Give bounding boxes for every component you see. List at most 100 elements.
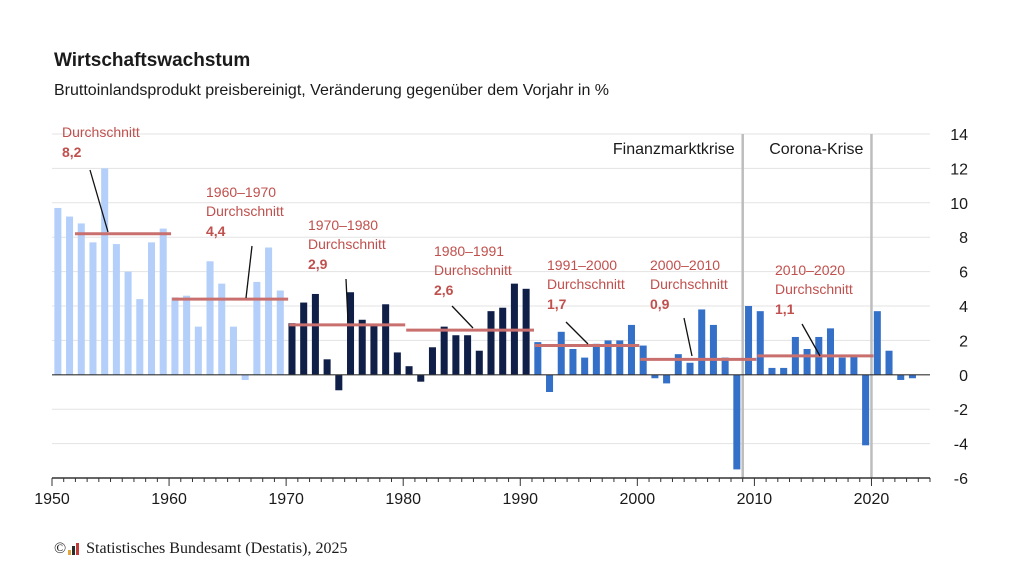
bar-2018 — [838, 357, 846, 375]
bar-2015 — [803, 349, 811, 375]
average-value-label: 4,4 — [206, 223, 226, 239]
bar-1989 — [499, 307, 507, 375]
bar-1976 — [347, 292, 355, 375]
bar-1959 — [147, 242, 156, 375]
x-tick-label: 2000 — [620, 491, 656, 508]
bar-2023 — [897, 374, 905, 380]
bar-1970 — [276, 290, 284, 375]
y-tick-label: 6 — [959, 265, 968, 282]
x-tick-label: 2020 — [854, 491, 890, 508]
bar-1951 — [54, 207, 62, 375]
bar-2019 — [850, 355, 858, 375]
bar-1999 — [616, 340, 624, 375]
bar-1958 — [136, 299, 144, 375]
bar-2006 — [698, 309, 706, 375]
bar-2009 — [733, 374, 741, 470]
bar-1969 — [265, 247, 273, 375]
average-pointer — [245, 245, 253, 299]
bar-1965 — [218, 283, 226, 375]
bar-2003 — [663, 374, 671, 384]
average-value-label: 2,6 — [434, 282, 454, 298]
y-tick-label: 4 — [959, 299, 968, 316]
bar-1975 — [335, 374, 343, 391]
x-tick-label: 2010 — [737, 491, 773, 508]
average-text-label: Durchschnitt — [206, 203, 284, 219]
average-pointer — [683, 317, 693, 357]
bar-1988 — [487, 311, 495, 375]
average-annotation: 2010–2020 Durchschnitt 1,1 — [757, 262, 874, 358]
x-tick-label: 1970 — [268, 491, 304, 508]
bar-1993 — [546, 374, 554, 392]
average-period-label: 1960–1970 — [206, 184, 276, 200]
bar-2000 — [627, 324, 635, 375]
average-pointer — [89, 169, 109, 233]
average-text-label: Durchschnitt — [62, 124, 140, 140]
bar-1997 — [592, 343, 600, 375]
bar-1981 — [405, 366, 413, 375]
bar-1954 — [89, 242, 97, 375]
average-value-label: 2,9 — [308, 256, 328, 272]
bar-1973 — [311, 293, 319, 375]
bar-1982 — [417, 374, 425, 382]
average-annotation: 1980–1991 Durchschnitt 2,6 — [406, 243, 534, 332]
average-text-label: Durchschnitt — [308, 236, 386, 252]
y-tick-label: 14 — [950, 127, 968, 144]
bar-2012 — [768, 367, 776, 375]
crisis-label: Finanzmarktkrise — [613, 141, 735, 158]
average-value-label: 0,9 — [650, 296, 670, 312]
average-annotation: 2000–2010 Durchschnitt 0,9 — [640, 257, 757, 361]
bar-1980 — [393, 352, 401, 375]
bar-1955 — [101, 168, 109, 375]
average-annotation: 1960–1970 Durchschnitt 4,4 — [172, 184, 289, 301]
bar-1985 — [452, 335, 460, 375]
bar-1952 — [66, 216, 74, 375]
bar-1953 — [77, 223, 85, 375]
chart-title: Wirtschaftswachstum — [54, 50, 251, 71]
bar-1991 — [522, 288, 530, 375]
bar-1992 — [534, 342, 542, 375]
bar-1957 — [124, 271, 132, 375]
crisis-label: Corona-Krise — [769, 141, 863, 158]
bar-2005 — [686, 362, 694, 375]
average-annotation: Durchschnitt 8,2 — [62, 124, 172, 236]
source-footer: © Statistisches Bundesamt (Destatis), 20… — [54, 540, 347, 558]
source-text: Statistisches Bundesamt (Destatis), 2025 — [86, 540, 348, 557]
bar-2002 — [651, 374, 659, 379]
average-period-label: 2000–2010 — [650, 257, 720, 273]
bar-1966 — [229, 326, 237, 375]
axes: -6 -4 -2 0 2 4 6 8 10 12 14 1950 1960 1970 1980 1990 200… — [34, 127, 968, 508]
average-text-label: Durchschnitt — [547, 276, 625, 292]
bar-1996 — [581, 357, 589, 375]
average-annotation: 1991–2000 Durchschnitt 1,7 — [534, 257, 640, 348]
chart-subtitle: Bruttoinlandsprodukt preisbereinigt, Ver… — [54, 82, 610, 99]
y-tick-label: 12 — [950, 161, 968, 178]
bar-2007 — [709, 324, 717, 375]
bars — [54, 168, 916, 470]
bar-2004 — [674, 354, 682, 375]
bar-1967 — [241, 374, 249, 380]
bar-2008 — [721, 357, 729, 375]
x-tick-label: 1980 — [385, 491, 421, 508]
destatis-logo-icon — [68, 543, 82, 555]
average-period-label: 1991–2000 — [547, 257, 617, 273]
y-tick-label: 0 — [959, 368, 968, 385]
average-pointer — [801, 323, 821, 357]
y-tick-label: 2 — [959, 333, 968, 350]
bar-1971 — [288, 323, 296, 375]
bar-1962 — [183, 295, 191, 375]
bar-1979 — [382, 304, 390, 375]
average-period-label: 2010–2020 — [775, 262, 845, 278]
bar-1968 — [253, 281, 261, 375]
bar-1972 — [300, 302, 308, 375]
y-tick-label: -4 — [954, 437, 968, 454]
bar-1995 — [569, 349, 577, 375]
y-tick-label: -6 — [954, 471, 968, 488]
bar-1956 — [112, 244, 120, 375]
average-pointer — [451, 305, 474, 329]
average-pointer — [345, 278, 349, 323]
y-tick-label: 8 — [959, 230, 968, 247]
bar-2013 — [780, 367, 788, 375]
bar-1987 — [475, 350, 483, 375]
bar-1984 — [440, 326, 448, 375]
bar-2011 — [756, 311, 764, 375]
